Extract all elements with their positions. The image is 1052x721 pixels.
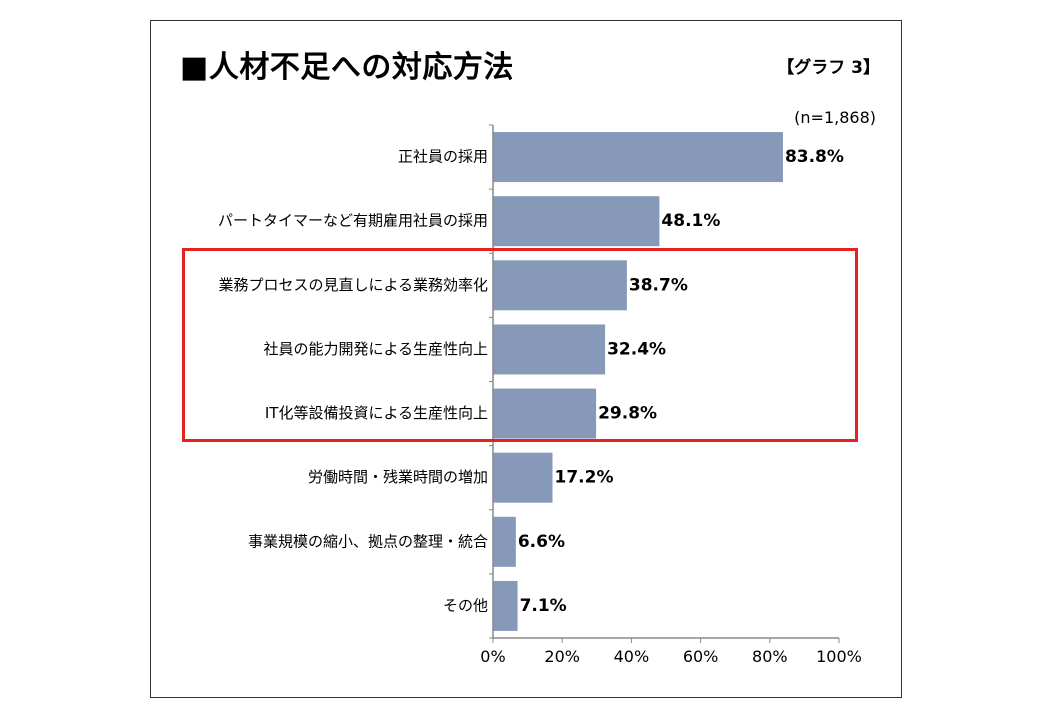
graph-number-label: 【グラフ 3】 (777, 58, 880, 78)
category-label: 労働時間・残業時間の増加 (308, 468, 488, 486)
bar (493, 580, 518, 631)
data-label: 32.4% (607, 339, 666, 359)
category-label: 業務プロセスの見直しによる業務効率化 (218, 276, 488, 294)
x-tick-label: 20% (544, 647, 580, 666)
x-tick-label: 80% (752, 647, 788, 666)
data-label: 38.7% (629, 275, 688, 295)
data-label: 29.8% (598, 404, 657, 424)
x-tick-label: 100% (816, 647, 862, 666)
data-label: 83.8% (785, 147, 844, 167)
data-label: 6.6% (518, 532, 565, 552)
bar (493, 388, 597, 439)
chart-title: ■人材不足への対応方法 (180, 50, 514, 85)
bar (493, 324, 606, 375)
category-label: 事業規模の縮小、拠点の整理・統合 (248, 532, 488, 550)
x-tick-label: 40% (614, 647, 650, 666)
category-label: 正社員の採用 (398, 148, 488, 166)
category-label: IT化等設備投資による生産性向上 (265, 404, 488, 422)
x-tick-label: 0% (480, 647, 505, 666)
bar (493, 452, 553, 503)
data-label: 17.2% (555, 468, 614, 488)
bar (493, 132, 783, 183)
sample-size-note: (n=1,868) (794, 108, 876, 127)
highlight-box (182, 248, 858, 442)
data-label: 7.1% (520, 596, 567, 616)
bar (493, 196, 660, 247)
data-label: 48.1% (661, 211, 720, 231)
category-label: 社員の能力開発による生産性向上 (263, 340, 488, 358)
category-label: パートタイマーなど有期雇用社員の採用 (218, 212, 488, 230)
bar (493, 260, 627, 311)
bar (493, 516, 516, 567)
x-tick-label: 60% (683, 647, 719, 666)
category-label: その他 (443, 596, 488, 614)
